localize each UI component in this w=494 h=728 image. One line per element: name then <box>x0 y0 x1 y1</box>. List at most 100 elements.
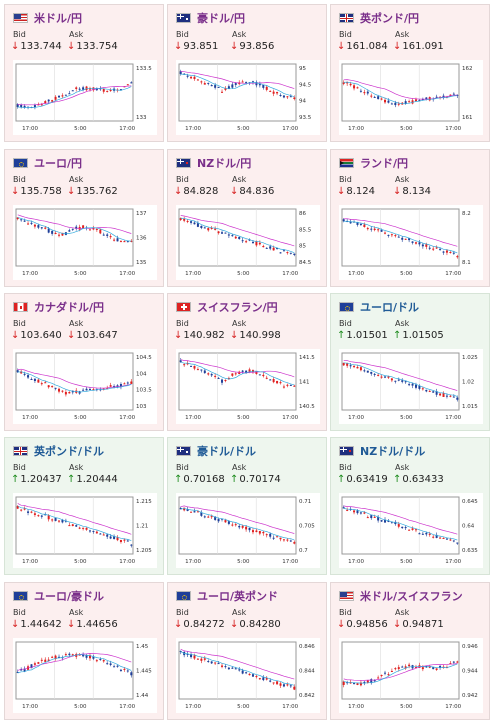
rate-card[interactable]: 豪ドル/ドル Bid Ask ↑0.70168 ↑0.70174 0.71 0.705 0.7… <box>167 437 327 575</box>
candlestick-chart[interactable]: 0.71 0.705 0.7 17:00 5:00 17:00 <box>176 493 320 568</box>
rate-card[interactable]: ユーロ/豪ドル Bid Ask ↓1.44642 ↓1.44656 1.45 1.445 1.… <box>4 582 164 720</box>
candlestick-chart[interactable]: 133.5 133 17:00 5:00 17:00 <box>13 60 157 135</box>
candlestick-chart[interactable]: 8.2 8.1 17:00 5:00 17:00 <box>339 205 483 280</box>
candlestick-chart[interactable]: 86 85.5 85 84.5 17:00 5:00 17:00 <box>176 205 320 280</box>
card-header[interactable]: ユーロ/豪ドル <box>13 589 104 603</box>
card-header[interactable]: 豪ドル/円 <box>176 11 245 25</box>
pair-name[interactable]: 米ドル/スイスフラン <box>360 590 463 603</box>
pair-name[interactable]: ユーロ/円 <box>34 157 83 170</box>
chart-svg: 8.28.117:00 5:00 17:00 <box>341 208 471 277</box>
pair-name[interactable]: ランド/円 <box>360 157 409 170</box>
arrow-up-icon: ↑ <box>174 474 183 485</box>
candle-body <box>234 236 237 239</box>
ask-label: Ask <box>232 608 247 617</box>
candle-body <box>200 225 203 229</box>
card-header[interactable]: NZドル/円 <box>176 156 251 170</box>
candle-body <box>428 247 431 249</box>
card-header[interactable]: 米ドル/円 <box>13 11 82 25</box>
pair-name[interactable]: 豪ドル/ドル <box>197 445 257 458</box>
candle-body <box>384 519 387 523</box>
candle-body <box>255 530 258 533</box>
ask-value: ↓0.84280 <box>230 619 281 630</box>
candle-body <box>342 219 345 222</box>
candlestick-chart[interactable]: 137 136 135 17:00 5:00 17:00 <box>13 205 157 280</box>
candlestick-chart[interactable]: 1.45 1.445 1.44 17:00 5:00 17:00 <box>13 638 157 713</box>
rate-card[interactable]: 豪ドル/円 Bid Ask ↓93.851 ↓93.856 95 94.5 94 93.5 17:… <box>167 4 327 142</box>
rate-card[interactable]: ユーロ/円 Bid Ask ↓135.758 ↓135.762 137 136 135 17:0… <box>4 149 164 287</box>
candlestick-chart[interactable]: 1.025 1.02 1.015 17:00 5:00 17:00 <box>339 349 483 424</box>
pair-name[interactable]: ユーロ/豪ドル <box>34 590 105 603</box>
candlestick-chart[interactable]: 0.846 0.844 0.842 17:00 5:00 17:00 <box>176 638 320 713</box>
candlestick-chart[interactable]: 1.215 1.21 1.205 17:00 5:00 17:00 <box>13 493 157 568</box>
card-header[interactable]: ユーロ/英ポンド <box>176 589 278 603</box>
candle-body <box>251 241 254 244</box>
ask-value: ↓8.134 <box>393 186 431 197</box>
candlestick-chart[interactable]: 162 161 17:00 5:00 17:00 <box>339 60 483 135</box>
card-header[interactable]: カナダドル/円 <box>13 300 104 314</box>
card-header[interactable]: ユーロ/ドル <box>339 300 419 314</box>
card-header[interactable]: 豪ドル/ドル <box>176 444 256 458</box>
pair-name[interactable]: 英ポンド/ドル <box>34 445 105 458</box>
rate-card[interactable]: ユーロ/英ポンド Bid Ask ↓0.84272 ↓0.84280 0.846 0.844… <box>167 582 327 720</box>
ask-price: 140.998 <box>239 330 281 341</box>
card-header[interactable]: ランド/円 <box>339 156 408 170</box>
card-header[interactable]: スイスフラン/円 <box>176 300 278 314</box>
rate-card[interactable]: 米ドル/円 Bid Ask ↓133.744 ↓133.754 133.5 133 17:00… <box>4 4 164 142</box>
rate-card[interactable]: ランド/円 Bid Ask ↓8.124 ↓8.134 8.2 8.1 17:00 5:00 17… <box>330 149 490 287</box>
candle-body <box>373 516 376 518</box>
pair-name[interactable]: 米ドル/円 <box>34 12 83 25</box>
pair-name[interactable]: スイスフラン/円 <box>197 301 278 314</box>
bid-label: Bid <box>13 319 26 328</box>
candle-body <box>384 376 387 378</box>
pair-name[interactable]: ユーロ/英ポンド <box>197 590 279 603</box>
rate-card[interactable]: 米ドル/スイスフラン Bid Ask ↓0.94856 ↓0.94871 0.946 0.9… <box>330 582 490 720</box>
candle-body <box>373 96 376 98</box>
candlestick-chart[interactable]: 0.946 0.944 0.942 17:00 5:00 17:00 <box>339 638 483 713</box>
card-header[interactable]: 米ドル/スイスフラン <box>339 589 463 603</box>
rate-card[interactable]: スイスフラン/円 Bid Ask ↓140.982 ↓140.998 141.5 141 14… <box>167 293 327 431</box>
candlestick-chart[interactable]: 141.5 141 140.5 17:00 5:00 17:00 <box>176 349 320 424</box>
bid-value: ↓140.982 <box>174 330 225 341</box>
moving-average-line <box>17 503 132 535</box>
candlestick-chart[interactable]: 0.645 0.64 0.635 17:00 5:00 17:00 <box>339 493 483 568</box>
candle-body <box>85 388 88 391</box>
rate-card[interactable]: 英ポンド/ドル Bid Ask ↑1.20437 ↑1.20444 1.215 1.21 1.… <box>4 437 164 575</box>
candle-body <box>411 241 414 243</box>
ask-price: 84.836 <box>239 186 275 197</box>
card-header[interactable]: NZドル/ドル <box>339 444 425 458</box>
moving-average-line <box>343 505 458 535</box>
candle-body <box>92 656 95 659</box>
candlestick-chart[interactable]: 95 94.5 94 93.5 17:00 5:00 17:00 <box>176 60 320 135</box>
candle-body <box>258 84 261 86</box>
rate-card[interactable]: NZドル/円 Bid Ask ↓84.828 ↓84.836 86 85.5 85 84.5 17… <box>167 149 327 287</box>
ask-label: Ask <box>232 319 247 328</box>
candle-body <box>193 222 196 225</box>
candle-body <box>394 235 397 237</box>
candlestick-chart[interactable]: 104.5 104 103.5 103 17:00 5:00 17:00 <box>13 349 157 424</box>
candle-body <box>88 530 91 532</box>
candle-body <box>401 666 404 668</box>
bid-price: 84.828 <box>183 186 219 197</box>
rate-card[interactable]: カナダドル/円 Bid Ask ↓103.640 ↓103.647 104.5 104 103… <box>4 293 164 431</box>
pair-name[interactable]: ユーロ/ドル <box>360 301 420 314</box>
card-header[interactable]: ユーロ/円 <box>13 156 82 170</box>
pair-name[interactable]: 豪ドル/円 <box>197 12 246 25</box>
pair-name[interactable]: NZドル/円 <box>197 157 252 170</box>
card-header[interactable]: 英ポンド/ドル <box>13 444 104 458</box>
ask-label: Ask <box>395 319 410 328</box>
pair-name[interactable]: 英ポンド/円 <box>360 12 420 25</box>
y-tick-label: 103 <box>136 404 147 410</box>
card-header[interactable]: 英ポンド/円 <box>339 11 419 25</box>
candle-body <box>224 666 227 668</box>
candle-body <box>279 537 282 540</box>
candle-body <box>289 685 292 687</box>
x-tick-label: 17:00 <box>22 415 38 421</box>
pair-name[interactable]: NZドル/ドル <box>360 445 426 458</box>
pair-name[interactable]: カナダドル/円 <box>34 301 105 314</box>
rate-card[interactable]: ユーロ/ドル Bid Ask ↑1.01501 ↑1.01505 1.025 1.02 1.0… <box>330 293 490 431</box>
rate-card[interactable]: 英ポンド/円 Bid Ask ↓161.084 ↓161.091 162 161 17:00 5… <box>330 4 490 142</box>
y-tick-label: 1.215 <box>136 499 152 505</box>
rate-card[interactable]: NZドル/ドル Bid Ask ↑0.63419 ↑0.63433 0.645 0.64 0.… <box>330 437 490 575</box>
bid-label: Bid <box>339 30 352 39</box>
candle-body <box>265 534 268 536</box>
